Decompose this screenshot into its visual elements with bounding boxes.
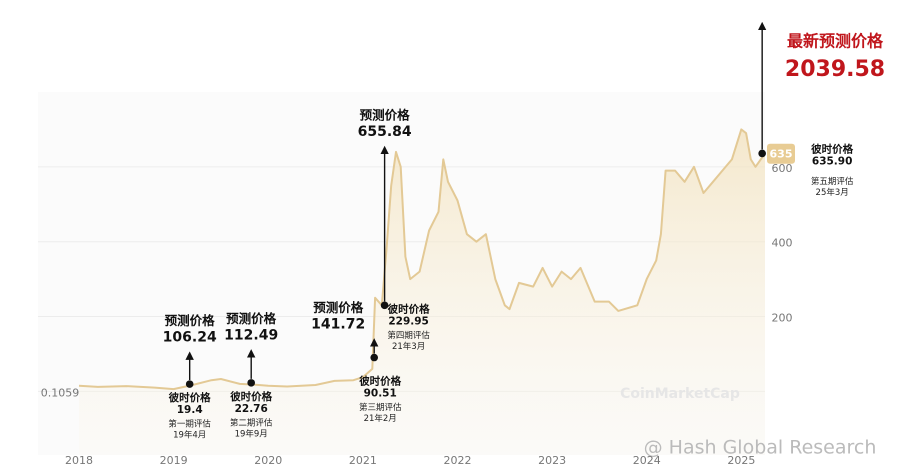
prediction-label: 预测价格 xyxy=(165,313,216,328)
price-value: 22.76 xyxy=(235,403,268,415)
period-label: 第一期评估 xyxy=(168,419,211,430)
date-label: 19年9月 xyxy=(235,428,268,439)
price-point xyxy=(185,380,194,388)
x-tick-label: 2025 xyxy=(727,454,755,467)
x-tick-label: 2024 xyxy=(633,454,661,467)
date-label: 21年3月 xyxy=(392,341,425,352)
x-tick-label: 2019 xyxy=(160,454,188,467)
x-tick-label: 2023 xyxy=(538,454,566,467)
price-line xyxy=(78,128,766,391)
date-label: 21年2月 xyxy=(364,413,397,424)
prediction-label: 预测价格 xyxy=(360,107,411,122)
price-badge-label: 635 xyxy=(770,148,793,161)
y-tick-label: 0.1059 xyxy=(41,386,80,399)
price-value: 229.95 xyxy=(388,315,429,327)
prediction-value: 106.24 xyxy=(163,330,217,346)
period-label: 第二期评估 xyxy=(230,417,273,428)
price-point xyxy=(370,353,379,362)
x-tick-label: 2018 xyxy=(65,454,93,467)
period-label: 第五期评估 xyxy=(811,176,854,187)
price-value: 635.90 xyxy=(812,155,853,167)
y-tick-label: 600 xyxy=(772,162,793,175)
prediction-value: 141.72 xyxy=(311,316,365,332)
x-tick-label: 2021 xyxy=(349,454,377,467)
price-label: 彼时价格 xyxy=(359,375,401,388)
latest-prediction-label: 最新预测价格 xyxy=(787,32,884,51)
prediction-label: 预测价格 xyxy=(226,311,277,326)
price-value: 19.4 xyxy=(177,404,203,416)
price-point xyxy=(380,301,389,310)
prediction-label: 预测价格 xyxy=(313,300,364,315)
price-label: 彼时价格 xyxy=(811,142,853,155)
price-badge xyxy=(767,143,795,164)
price-label: 彼时价格 xyxy=(169,391,211,404)
prediction-value: 655.84 xyxy=(358,124,412,140)
x-tick-label: 2022 xyxy=(443,454,471,467)
price-label: 彼时价格 xyxy=(388,302,430,315)
prediction-value: 112.49 xyxy=(224,327,278,343)
x-tick-label: 2020 xyxy=(254,454,282,467)
period-label: 第三期评估 xyxy=(359,402,402,413)
price-value: 90.51 xyxy=(364,388,397,400)
credit: @ Hash Global Research xyxy=(644,437,877,459)
latest-prediction-value: 2039.58 xyxy=(785,57,885,82)
y-tick-label: 200 xyxy=(772,312,793,325)
price-point xyxy=(247,379,255,387)
watermark: CoinMarketCap xyxy=(620,386,740,402)
price-label: 彼时价格 xyxy=(230,390,272,403)
date-label: 19年4月 xyxy=(173,430,206,441)
y-tick-label: 400 xyxy=(772,237,793,250)
price-point xyxy=(758,149,766,158)
price-area xyxy=(79,129,765,455)
date-label: 25年3月 xyxy=(816,187,849,198)
period-label: 第四期评估 xyxy=(387,330,430,341)
